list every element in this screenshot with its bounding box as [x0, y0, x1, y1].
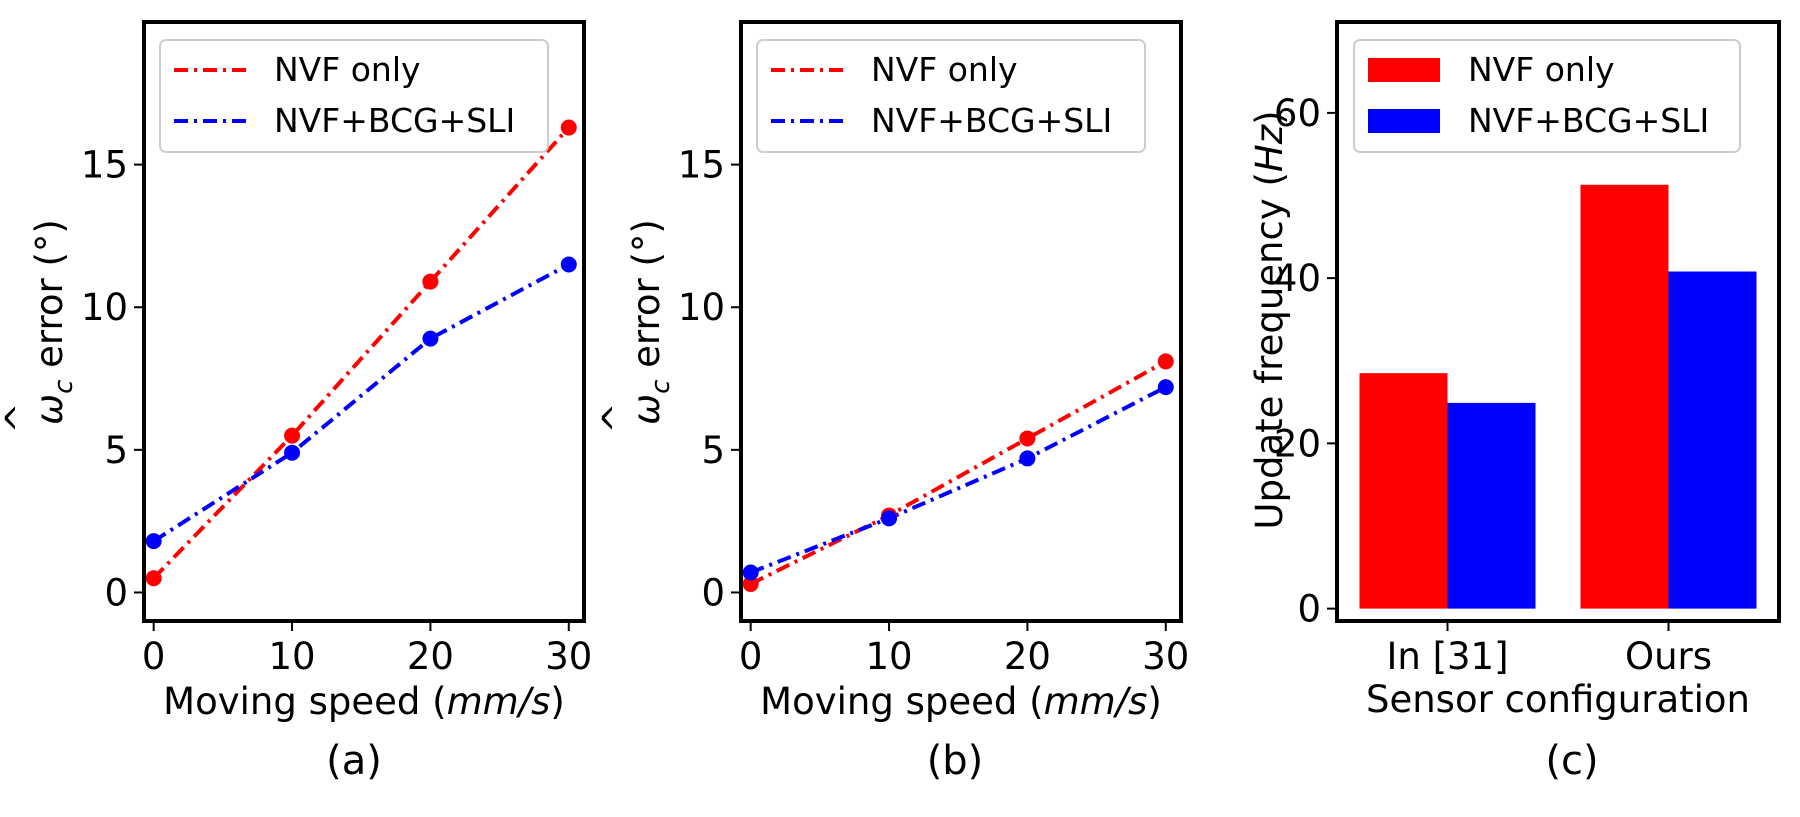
y-tick-label-a: 10 [81, 286, 128, 329]
bar-nvf-bcg-sli-in-31 [1447, 402, 1536, 609]
legend-swatch-full-c [1368, 109, 1440, 133]
x-tick-label-c: Ours [1625, 635, 1712, 678]
x-tick-label-b: 30 [1142, 635, 1189, 678]
y-tick-label-b: 15 [678, 144, 725, 187]
y-axis-label-a: ωc error (°) [28, 219, 79, 425]
y-tick-label-a: 0 [104, 571, 128, 614]
panel-b: 0 5 10 15 0 10 20 30 NVF only NVF+BCG+SLI Movin… [595, 20, 1189, 784]
x-axis-label-a: Moving speed (mm/s) [163, 680, 565, 723]
y-tick-label-c: 0 [1297, 588, 1321, 631]
y-axis-label-c: Update frequency (Hz) [1248, 110, 1291, 529]
omega-hat: ^ [0, 402, 41, 433]
data-point-nvf-bcg-sli-b [742, 564, 759, 581]
legend-c: NVF only NVF+BCG+SLI [1353, 39, 1741, 153]
x-axis-label-c: Sensor configuration [1366, 678, 1750, 721]
plot-frame-c [1335, 20, 1781, 623]
legend-swatch-nvf-c [1368, 58, 1440, 82]
x-tick-label-a: 10 [269, 635, 316, 678]
x-tick-label-b: 10 [866, 635, 913, 678]
x-axis-label-b: Moving speed (mm/s) [760, 680, 1162, 723]
legend-label-nvf-b: NVF only [871, 50, 1018, 89]
legend-label-full-b: NVF+BCG+SLI [871, 101, 1112, 140]
y-tick-label-a: 15 [81, 144, 128, 187]
bar-nvf-only-in-31 [1359, 373, 1448, 609]
caption-b: (b) [927, 738, 984, 784]
y-tick-label-b: 0 [701, 571, 725, 614]
plot-frame-a [142, 20, 586, 623]
caption-a: (a) [326, 738, 382, 784]
panel-a: 0 5 10 15 0 10 20 30 NVF only NVF+BCG+SLI Movin… [0, 20, 592, 784]
y-tick-label-b: 5 [701, 429, 725, 472]
y-axis-label-b: ωc error (°) [625, 219, 676, 425]
x-tick-label-b: 0 [739, 635, 763, 678]
data-point-nvf-only-b [1019, 430, 1036, 447]
data-point-nvf-bcg-sli-a [422, 330, 439, 347]
y-tick-label-c: 60 [1274, 92, 1321, 135]
data-point-nvf-only-a [560, 119, 577, 136]
legend-box-c [1353, 39, 1741, 153]
x-tick-label-a: 20 [407, 635, 454, 678]
caption-c: (c) [1545, 738, 1598, 784]
legend-label-nvf-c: NVF only [1468, 50, 1615, 89]
data-point-nvf-only-a [284, 427, 301, 444]
legend-box-b [756, 39, 1146, 153]
legend-label-nvf-a: NVF only [274, 50, 421, 89]
plot-frame-b [739, 20, 1183, 623]
y-tick-label-c: 40 [1274, 257, 1321, 300]
y-tick-label-c: 20 [1274, 422, 1321, 465]
series-line-nvf-only-b [749, 359, 1167, 586]
data-point-nvf-only-b [1157, 353, 1174, 370]
legend-label-full-c: NVF+BCG+SLI [1468, 101, 1709, 140]
legend-box-a [159, 39, 549, 153]
x-tick-label-a: 30 [545, 635, 592, 678]
series-line-nvf-only-a [152, 126, 571, 580]
series-line-nvf-bcg-sli-b [749, 385, 1167, 575]
legend-b: NVF only NVF+BCG+SLI [756, 39, 1146, 153]
bar-nvf-only-ours [1580, 184, 1669, 609]
omega-hat: ^ [595, 402, 638, 433]
data-point-nvf-bcg-sli-a [145, 533, 162, 550]
legend-label-full-a: NVF+BCG+SLI [274, 101, 515, 140]
x-tick-label-a: 0 [142, 635, 166, 678]
bar-nvf-bcg-sli-ours [1668, 271, 1757, 609]
y-tick-label-a: 5 [104, 429, 128, 472]
data-point-nvf-only-b [742, 575, 759, 592]
x-tick-label-c: In [31] [1386, 635, 1508, 678]
data-point-nvf-bcg-sli-b [1157, 379, 1174, 396]
data-point-nvf-only-a [145, 570, 162, 587]
data-point-nvf-bcg-sli-a [284, 444, 301, 461]
data-point-nvf-bcg-sli-b [881, 510, 898, 527]
series-line-nvf-bcg-sli-a [152, 262, 570, 543]
data-point-nvf-bcg-sli-b [1019, 450, 1036, 467]
data-point-nvf-bcg-sli-a [560, 256, 577, 273]
legend-a: NVF only NVF+BCG+SLI [159, 39, 549, 153]
x-tick-label-b: 20 [1004, 635, 1051, 678]
data-point-nvf-only-a [422, 273, 439, 290]
y-tick-label-b: 10 [678, 286, 725, 329]
